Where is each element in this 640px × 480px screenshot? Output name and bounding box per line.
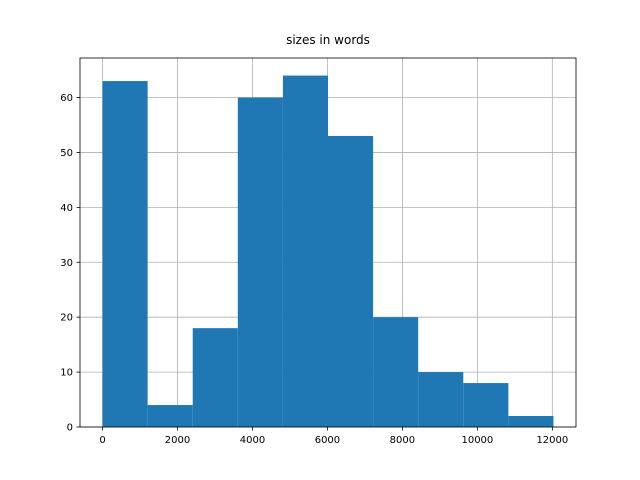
bar <box>328 135 374 428</box>
axes-frame <box>79 57 577 428</box>
y-tick-label: 30 <box>60 258 73 269</box>
x-tick-label: 6000 <box>315 435 340 446</box>
bar <box>147 405 193 427</box>
x-tick-label: 10000 <box>461 435 493 446</box>
bar <box>192 328 238 427</box>
x-tick-label: 2000 <box>165 435 190 446</box>
y-tick-label: 20 <box>60 313 73 324</box>
x-tick-label: 12000 <box>536 435 568 446</box>
y-tick-label: 10 <box>60 368 73 379</box>
y-tick-label: 40 <box>60 203 73 214</box>
bar <box>102 81 148 427</box>
x-tick-label: 0 <box>99 435 105 446</box>
bar <box>463 383 509 427</box>
bar <box>373 317 419 427</box>
bar <box>508 416 554 427</box>
bar <box>418 372 464 427</box>
y-tick-label: 60 <box>60 93 73 104</box>
y-tick-label: 0 <box>67 423 73 434</box>
chart-title: sizes in words <box>286 33 370 47</box>
x-tick-label: 8000 <box>390 435 415 446</box>
bar <box>237 97 283 428</box>
bar <box>282 75 328 428</box>
x-tick-label: 4000 <box>240 435 265 446</box>
y-tick-label: 50 <box>60 148 73 159</box>
